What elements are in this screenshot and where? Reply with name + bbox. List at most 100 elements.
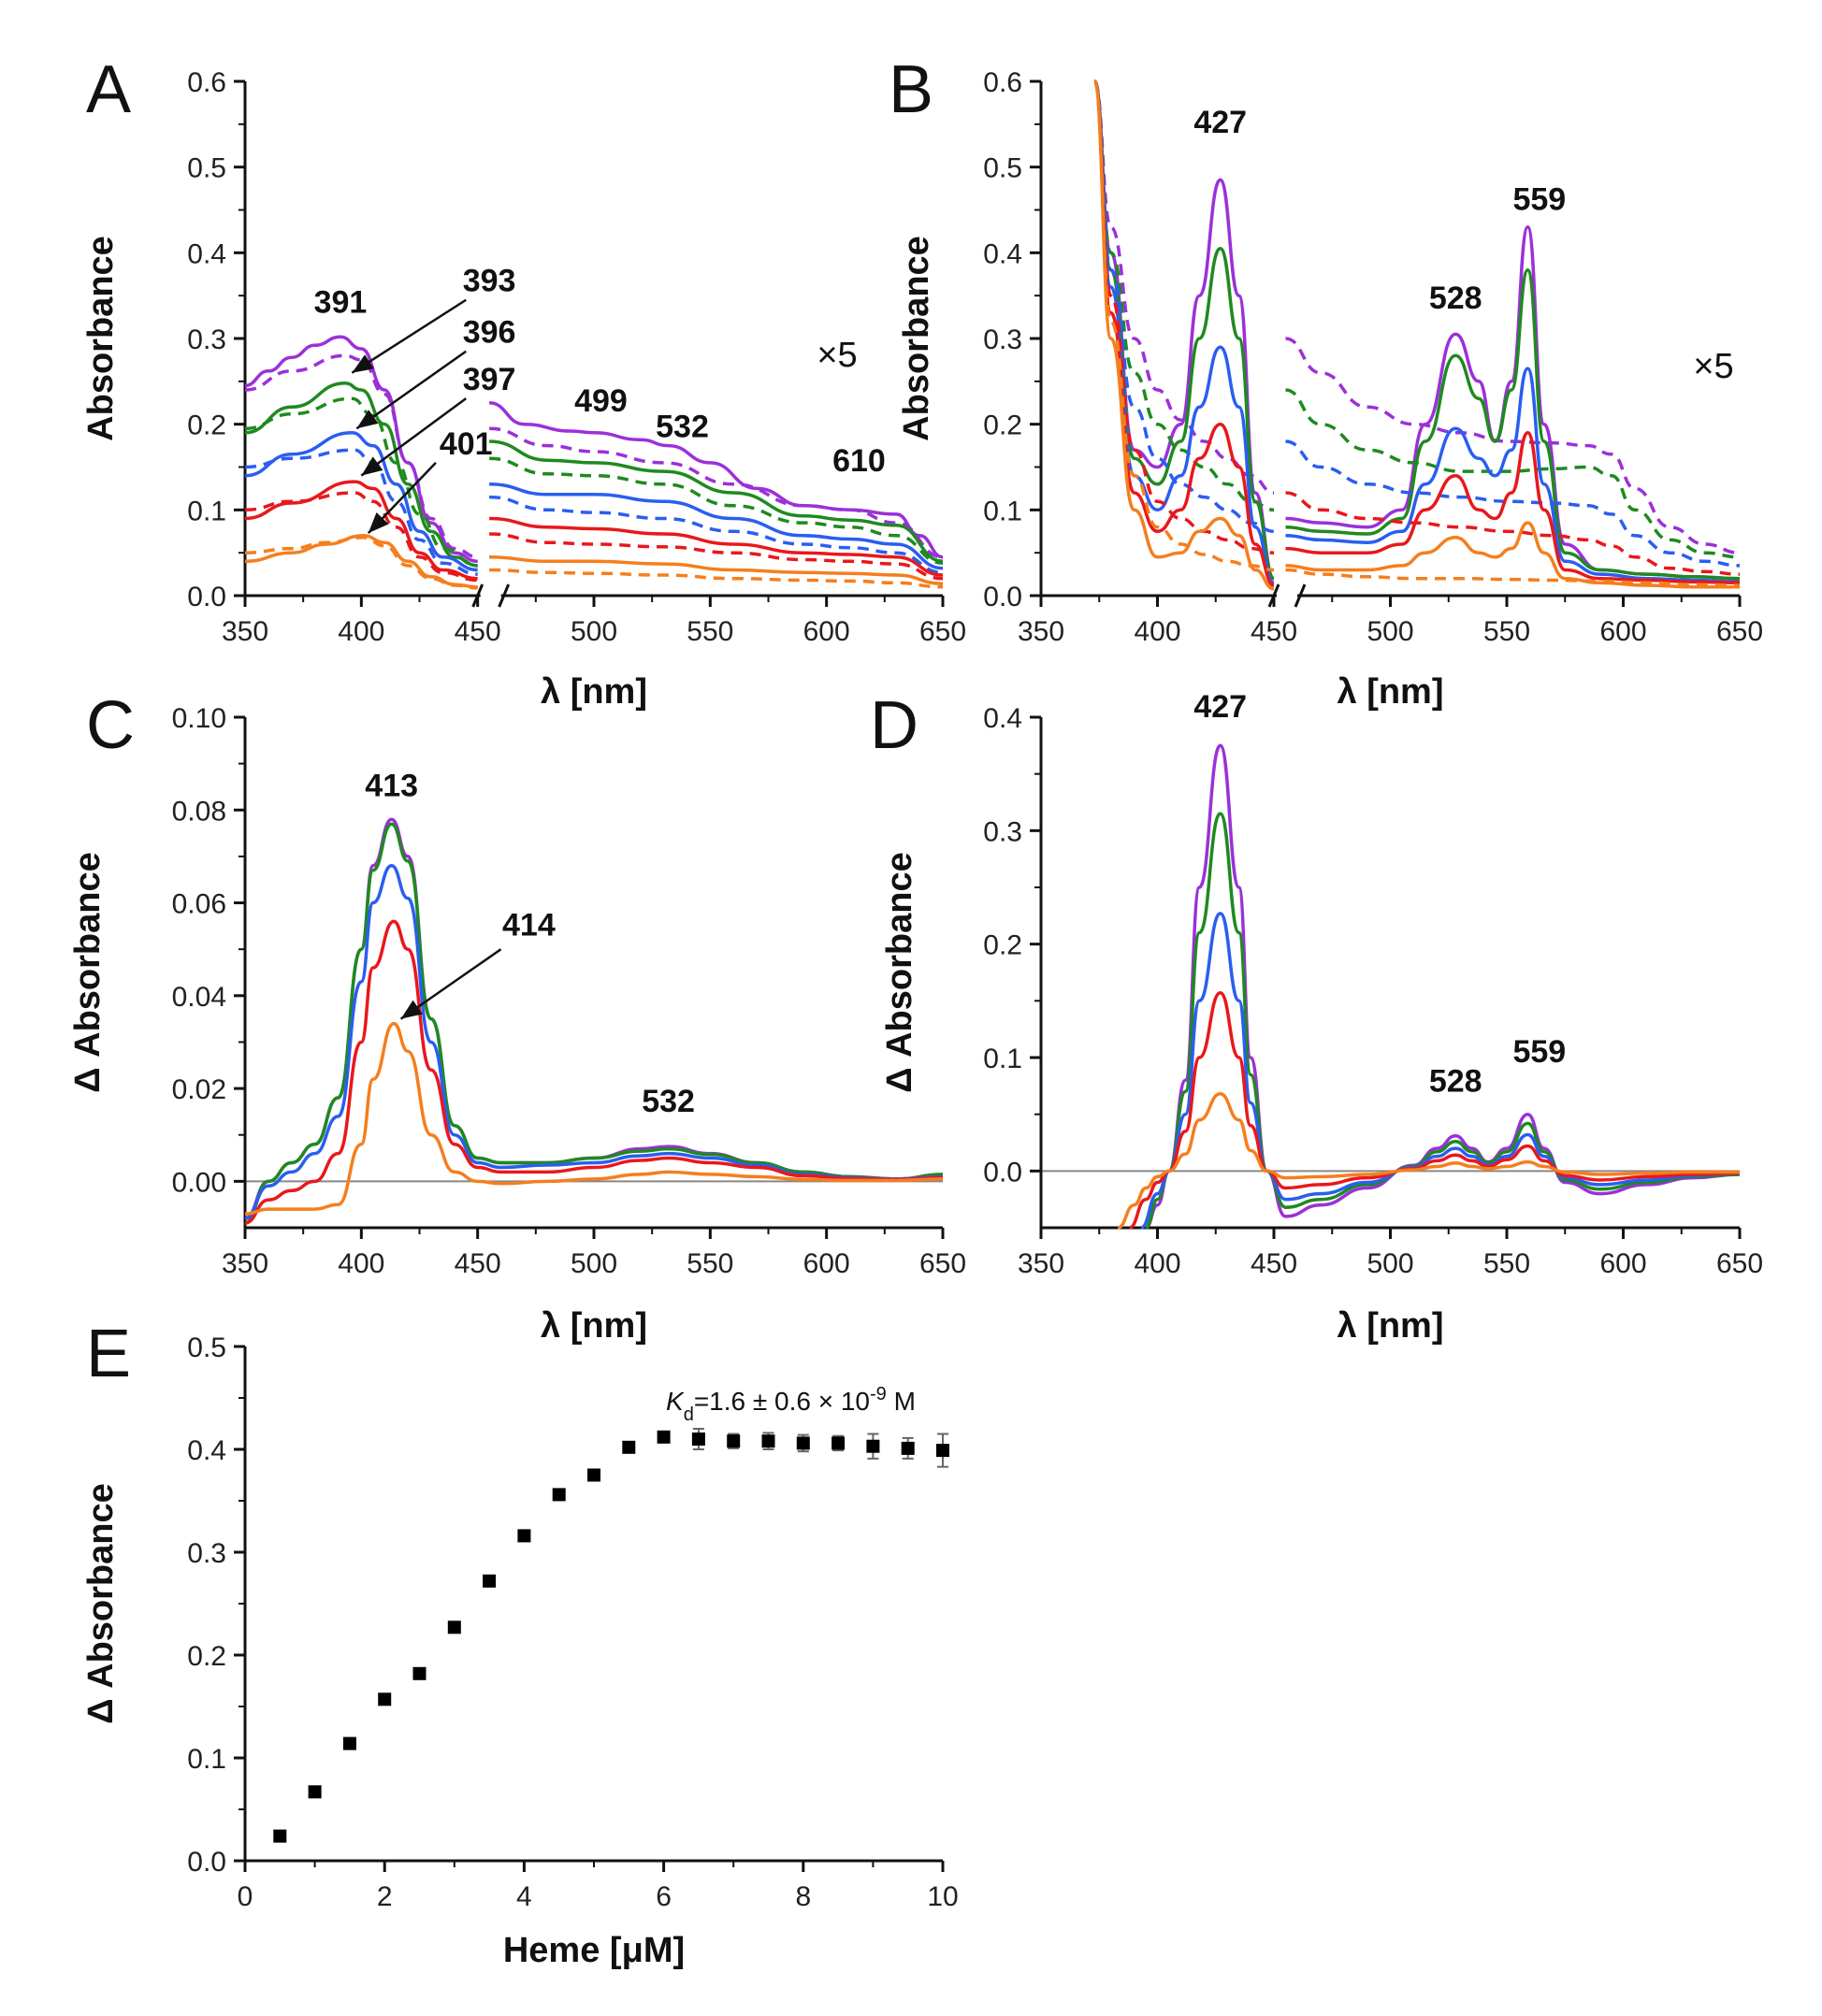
series-line-blue [245, 864, 943, 1220]
series-line-red [1092, 79, 1275, 587]
peak-label: 532 [656, 409, 709, 444]
y-axis-label: Absorbance [897, 236, 936, 441]
peak-label: 559 [1512, 182, 1566, 218]
x-tick-label: 600 [803, 1248, 850, 1279]
x-tick-label: 400 [1134, 1248, 1180, 1279]
series-line-blue-dashed [1285, 439, 1740, 568]
x-tick-label: 350 [1018, 1248, 1064, 1279]
y-tick-label: 0.5 [983, 153, 1022, 184]
y-tick-label: 0.2 [187, 410, 226, 441]
series-line-green-dashed [245, 396, 478, 568]
data-point [796, 1436, 810, 1450]
data-point [447, 1620, 461, 1634]
panel-label: E [86, 1317, 131, 1391]
y-tick-label: 0.4 [187, 1435, 226, 1466]
x-tick-label: 650 [919, 1248, 966, 1279]
y-axis-label: Absorbance [81, 236, 121, 441]
x-tick-label: 600 [1599, 616, 1646, 647]
x-tick-label: 500 [1366, 616, 1413, 647]
x-tick-label: 400 [338, 616, 384, 647]
series-line-orange-dashed [245, 535, 478, 590]
peak-label: 528 [1429, 1063, 1482, 1099]
series-line-orange [1285, 521, 1740, 589]
peak-label: 414 [502, 907, 556, 943]
data-point [691, 1433, 705, 1446]
x-tick-label: 6 [656, 1881, 672, 1912]
series-line-red [489, 516, 943, 577]
y-tick-label: 0.3 [983, 324, 1022, 355]
data-point [936, 1444, 949, 1458]
kd-text: =1.6 ± 0.6 × 10 [694, 1387, 870, 1416]
axis-break-mark [498, 583, 511, 608]
arrow-head [400, 1000, 423, 1019]
x-axis-label: λ [nm] [1338, 1306, 1444, 1346]
y-tick-label: 0.06 [172, 889, 226, 920]
y-tick-label: 0.2 [983, 930, 1022, 961]
peak-label: 559 [1512, 1034, 1566, 1070]
y-tick-label: 0.0 [983, 582, 1022, 612]
series-line-blue-dashed [489, 495, 943, 575]
peak-label: 393 [463, 264, 516, 299]
series-line-green-dashed [489, 456, 943, 565]
kd-k: K [666, 1387, 685, 1416]
arrow-head [352, 354, 374, 373]
peak-label: 413 [365, 768, 418, 803]
y-axis-label: Δ Absorbance [880, 852, 919, 1092]
series-line-blue [1092, 79, 1275, 585]
series-line-red-dashed [1285, 491, 1740, 576]
y-axis-label: Δ Absorbance [68, 852, 108, 1092]
series-line-green [245, 822, 943, 1225]
x-axis-label: Heme [μM] [503, 1931, 685, 1970]
y-tick-label: 0.0 [187, 1847, 226, 1878]
kd-exp: -9 [870, 1384, 887, 1404]
x-tick-label: 4 [516, 1881, 532, 1912]
y-tick-label: 0.08 [172, 796, 226, 827]
data-point [342, 1736, 356, 1750]
panel-label: B [889, 52, 933, 127]
x-axis-label: λ [nm] [541, 672, 647, 712]
x-tick-label: 350 [222, 616, 268, 647]
x-tick-label: 650 [919, 616, 966, 647]
data-point [866, 1439, 880, 1453]
series-line-blue [1285, 367, 1740, 584]
x-tick-label: 450 [455, 616, 501, 647]
data-point [412, 1666, 427, 1680]
x-tick-label: 500 [1366, 1248, 1413, 1279]
x-tick-label: 450 [1251, 1248, 1297, 1279]
x-tick-label: 600 [1599, 1248, 1646, 1279]
series-line-purple [245, 335, 478, 564]
x-tick-label: 350 [1018, 616, 1064, 647]
y-tick-label: 0.00 [172, 1167, 226, 1198]
series-line-red [1128, 991, 1740, 1230]
y-tick-label: 0.0 [187, 582, 226, 612]
kd-unit: M [887, 1387, 916, 1416]
peak-label: 499 [574, 383, 628, 419]
y-tick-label: 0.02 [172, 1074, 226, 1105]
peak-label: 397 [463, 362, 516, 397]
y-tick-label: 0.5 [187, 153, 226, 184]
y-tick-label: 0.2 [983, 410, 1022, 441]
series-line-green [1285, 267, 1740, 581]
peak-label: 401 [440, 426, 493, 462]
x-tick-label: 450 [455, 1248, 501, 1279]
series-line-orange-dashed [1285, 568, 1740, 587]
series-line-red-dashed [1092, 79, 1275, 554]
y-tick-label: 0.1 [983, 1044, 1022, 1074]
series-group [245, 817, 943, 1225]
series-line-orange [245, 534, 478, 589]
kd-sub: d [684, 1404, 694, 1425]
y-tick-label: 0.1 [187, 1744, 226, 1775]
y-tick-label: 0.0 [983, 1157, 1022, 1188]
x-tick-label: 650 [1716, 616, 1763, 647]
data-point [657, 1430, 671, 1444]
y-tick-label: 0.3 [187, 324, 226, 355]
peak-label: 610 [832, 443, 886, 479]
scale-note: ×5 [817, 336, 857, 375]
x-axis-label: λ [nm] [541, 1306, 647, 1346]
series-line-orange [245, 1021, 943, 1216]
data-point [901, 1441, 915, 1455]
x-tick-label: 600 [803, 616, 850, 647]
y-tick-label: 0.2 [187, 1641, 226, 1672]
panel-d: 350 400 450 500 550 600 650 0.0 0.1 0.2 0.3 0.4 λ [n… [870, 688, 1763, 1346]
